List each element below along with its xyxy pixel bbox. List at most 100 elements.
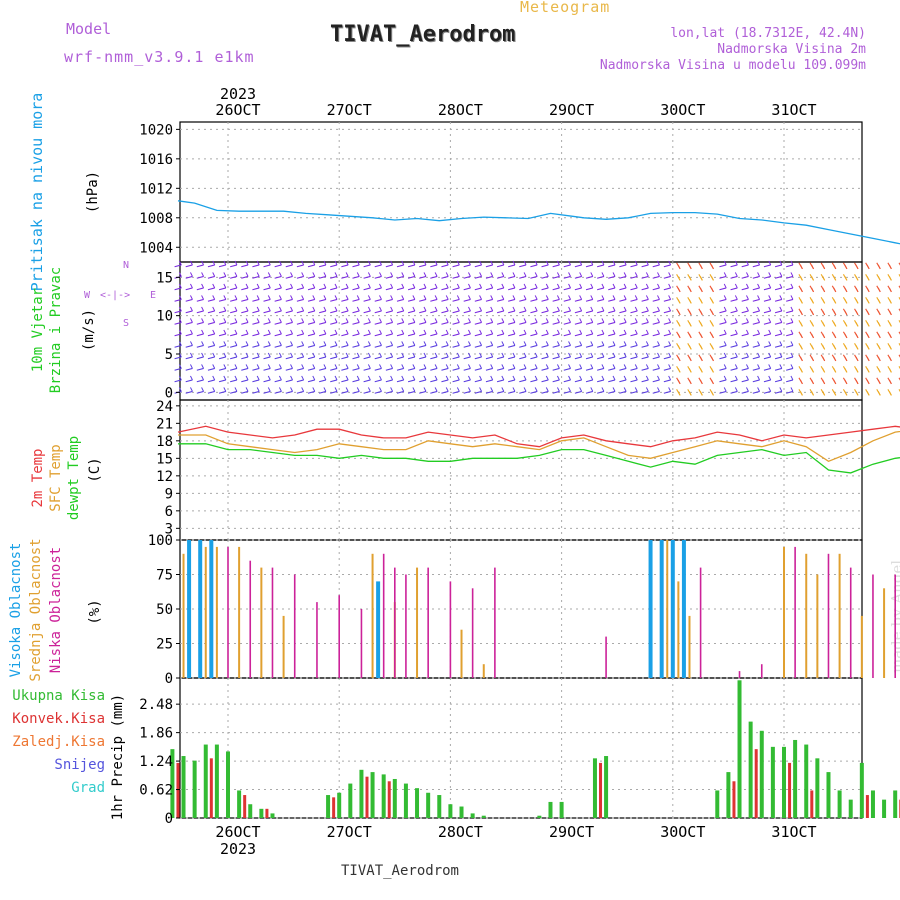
wind-barb-flag (445, 272, 449, 277)
wind-barb-flag (677, 368, 681, 373)
wind-barb-flag (822, 299, 826, 304)
wind-barb (307, 333, 315, 337)
wind-barb-flag (323, 387, 327, 392)
wind-barb-flag (668, 352, 672, 358)
wind-barb-flag (434, 272, 438, 277)
wind-barb (285, 356, 293, 360)
wind-barb (541, 287, 549, 291)
wind-barb (396, 298, 404, 302)
wind-barb (530, 390, 538, 394)
wind-barb (385, 321, 393, 325)
wind-barb (207, 333, 215, 337)
wind-barb-flag (688, 287, 692, 293)
wind-barb-flag (490, 295, 494, 300)
wind-barb (574, 321, 582, 325)
wind-barb (596, 275, 605, 279)
wind-barb (196, 333, 204, 337)
wind-barb-flag (178, 283, 182, 289)
wind-barb-flag (790, 272, 794, 277)
wind-barb (274, 356, 282, 360)
wind-barb (541, 390, 549, 394)
wind-barb (252, 344, 260, 348)
wind-barb-flag (723, 306, 727, 312)
wind-barb-flag (699, 345, 703, 350)
wind-barb (774, 333, 782, 337)
wind-barb-flag (657, 387, 660, 392)
wind-barb-flag (768, 341, 772, 346)
wind-barb-flag (379, 341, 382, 346)
wind-barb-flag (334, 364, 338, 369)
wind-barb (719, 298, 727, 302)
wind-barb-flag (746, 364, 749, 369)
wind-barb (263, 344, 271, 348)
wind-barb-flag (799, 356, 803, 362)
wind-barb (452, 333, 460, 337)
wind-barb (252, 264, 260, 268)
wind-barb (363, 321, 371, 325)
wind-barb (730, 379, 738, 383)
wind-barb (285, 390, 293, 394)
wind-barb-flag (223, 318, 227, 323)
wind-barb (252, 321, 260, 325)
wind-barb-flag (768, 318, 772, 323)
wind-barb-flag (855, 345, 859, 350)
wind-barb-flag (245, 364, 249, 369)
wind-barb-flag (345, 341, 349, 346)
wind-barb-flag (790, 364, 794, 369)
wind-barb (741, 356, 749, 360)
wind-barb (241, 356, 249, 360)
wind-barb-flag (590, 352, 594, 358)
wind-barb-flag (688, 276, 692, 281)
wind-barb (463, 321, 471, 325)
wind-barb (774, 344, 782, 348)
wind-barb (563, 356, 571, 360)
wind-barb-flag (757, 352, 761, 358)
wind-barb-flag (534, 352, 538, 358)
wind-barb-flag (601, 387, 605, 392)
wind-barb-flag (512, 329, 516, 335)
wind-barb-flag (256, 283, 260, 289)
wind-barb (508, 344, 516, 348)
wind-barb-flag (523, 375, 527, 381)
wind-barb-flag (657, 364, 660, 369)
wind-barb (407, 356, 416, 360)
wind-barb (318, 310, 327, 314)
wind-barb-flag (545, 272, 549, 277)
wind-barb (185, 390, 193, 394)
wind-barb-flag (612, 295, 616, 300)
wind-barb (396, 310, 404, 314)
wind-barb-flag (267, 329, 271, 335)
wind-barb (786, 367, 794, 371)
wind-barb-flag (278, 272, 282, 277)
wind-barb (519, 310, 527, 314)
wind-barb-flag (677, 287, 681, 293)
wind-barb (619, 310, 627, 314)
wind-barb (596, 344, 605, 348)
wind-barb (296, 264, 304, 268)
wind-barb (719, 390, 727, 394)
wind-barb (241, 367, 249, 371)
wind-barb-flag (278, 283, 282, 289)
wind-barb-flag (445, 260, 449, 266)
wind-barb (608, 356, 616, 360)
wind-barb (218, 390, 226, 394)
wind-barb-flag (312, 341, 316, 346)
wind-barb-flag (190, 260, 193, 266)
wind-barb-flag (844, 333, 848, 339)
wind-barb-flag (201, 375, 205, 381)
wind-barb (585, 275, 593, 279)
wind-barb-flag (423, 341, 427, 346)
wind-barb-flag (501, 272, 505, 277)
wind-barb (330, 379, 338, 383)
wind-barb-flag (290, 272, 293, 277)
wind-barb (719, 275, 727, 279)
wind-barb (741, 367, 749, 371)
wind-barb-flag (390, 364, 394, 369)
wind-barb-flag (212, 283, 216, 289)
wind-barb (630, 298, 638, 302)
wind-barb-flag (379, 295, 382, 300)
wind-barb (719, 321, 727, 325)
wind-barb-flag (534, 272, 538, 277)
wind-barb-flag (833, 299, 837, 304)
wind-barb (430, 264, 438, 268)
